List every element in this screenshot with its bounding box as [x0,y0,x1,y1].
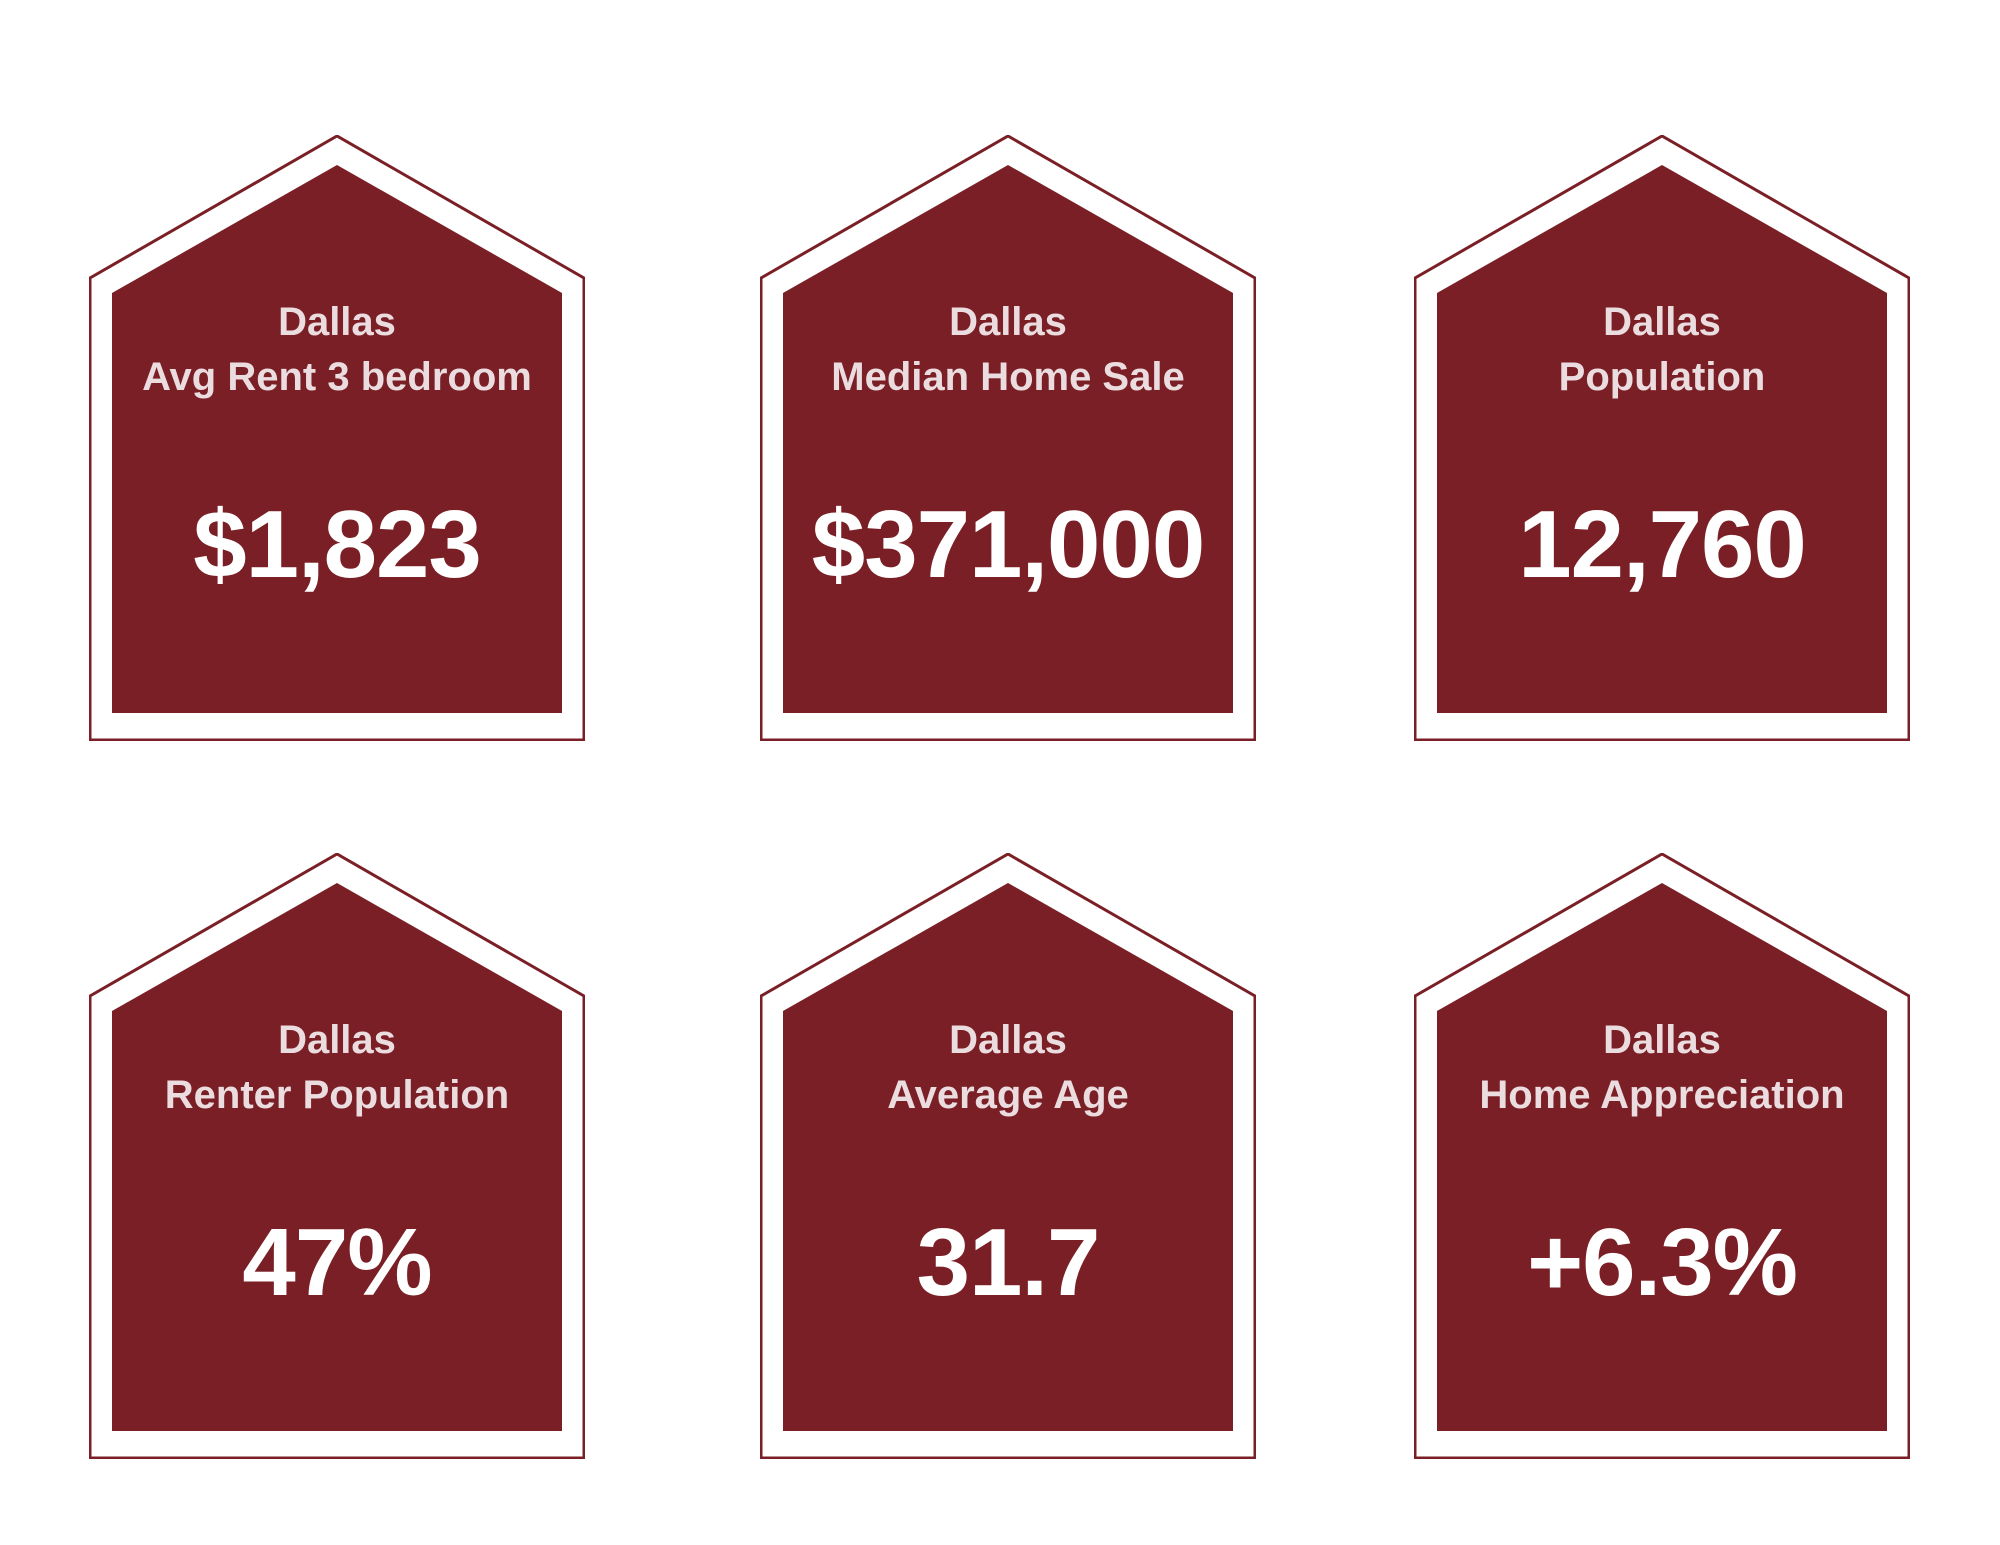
house-shape-icon [89,135,585,741]
card-label: Average Age [887,1073,1129,1117]
card-label: Median Home Sale [831,355,1185,399]
stat-card-average-age: Dallas Average Age 31.7 [760,853,1256,1459]
stat-card-avg-rent: Dallas Avg Rent 3 bedroom $1,823 [89,135,585,741]
card-value: 47% [242,1209,432,1316]
card-city: Dallas [278,300,396,344]
card-city: Dallas [949,300,1067,344]
card-label: Renter Population [164,1073,510,1117]
card-value: $1,823 [193,491,482,598]
stat-card-population: Dallas Population 12,760 [1414,135,1910,741]
house-shape-icon [760,853,1256,1459]
card-label: Avg Rent 3 bedroom [142,355,532,399]
stat-card-renter-population: Dallas Renter Population 47% [89,853,585,1459]
card-value: $371,000 [811,491,1205,598]
card-value: 31.7 [916,1209,1101,1316]
house-shape-icon [1414,135,1910,741]
card-city: Dallas [1603,300,1721,344]
card-city: Dallas [1603,1018,1721,1062]
house-shape-icon [760,135,1256,741]
stat-card-home-appreciation: Dallas Home Appreciation +6.3% [1414,853,1910,1459]
house-shape-icon [1414,853,1910,1459]
card-label: Home Appreciation [1479,1073,1845,1117]
card-city: Dallas [278,1018,396,1062]
stat-card-median-home-sale: Dallas Median Home Sale $371,000 [760,135,1256,741]
card-value: +6.3% [1527,1209,1798,1316]
card-value: 12,760 [1518,491,1807,598]
house-shape-icon [89,853,585,1459]
card-city: Dallas [949,1018,1067,1062]
card-label: Population [1558,355,1766,399]
